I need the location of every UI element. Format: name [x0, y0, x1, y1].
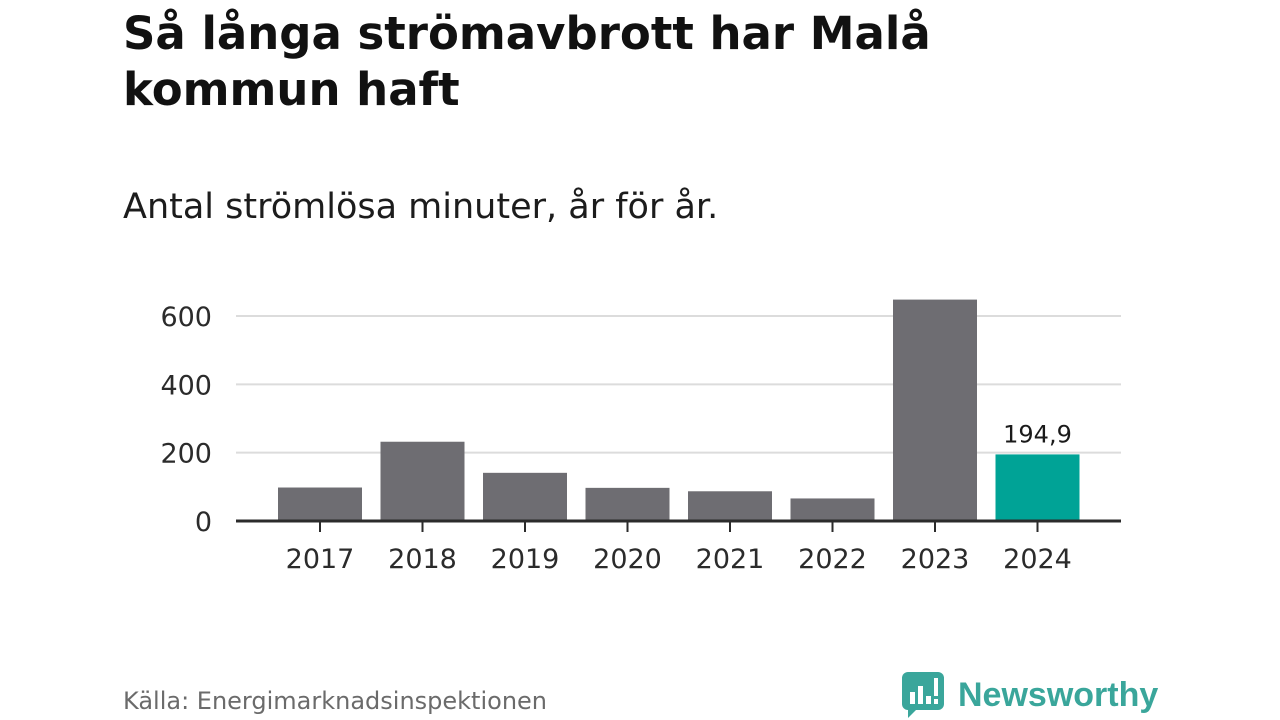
- x-tick-label: 2022: [798, 544, 867, 575]
- data-label-2024: 194,9: [1003, 420, 1072, 448]
- x-tick-label: 2021: [696, 544, 765, 575]
- y-tick-label: 400: [160, 370, 212, 401]
- y-axis-ticks: 0 200 400 600: [160, 302, 212, 538]
- newsworthy-logo-icon: [902, 672, 944, 718]
- chart-title: Så långa strömavbrott har Malå kommun ha…: [123, 7, 931, 116]
- bar-2023: [893, 299, 977, 521]
- x-tick-label: 2019: [491, 544, 560, 575]
- x-tick-label: 2018: [388, 544, 457, 575]
- x-tick-label: 2024: [1003, 544, 1072, 575]
- y-tick-label: 0: [195, 507, 212, 538]
- source-note: Källa: Energimarknadsinspektionen: [123, 687, 548, 715]
- bar-2018: [380, 441, 465, 521]
- bar-2017: [278, 487, 362, 521]
- y-tick-label: 600: [160, 302, 212, 333]
- bar-2019: [483, 472, 567, 521]
- gridlines: [236, 315, 1121, 454]
- bar-2021: [688, 491, 772, 521]
- bar-2020: [585, 487, 670, 521]
- data-labels: 194,9: [1003, 420, 1072, 448]
- x-tick-label: 2017: [286, 544, 355, 575]
- x-axis-ticks: 2017 2018 2019 2020 2021 2022 2023 2024: [286, 521, 1072, 575]
- x-tick-label: 2020: [593, 544, 662, 575]
- y-tick-label: 200: [160, 439, 212, 470]
- brand-name: Newsworthy: [958, 675, 1159, 714]
- bar-2022: [790, 498, 875, 521]
- bar-2024: [995, 454, 1080, 521]
- brand-logo[interactable]: Newsworthy: [902, 670, 1158, 720]
- chart-subtitle: Antal strömlösa minuter, år för år.: [123, 187, 719, 227]
- x-tick-label: 2023: [901, 544, 970, 575]
- bars: [278, 299, 1080, 521]
